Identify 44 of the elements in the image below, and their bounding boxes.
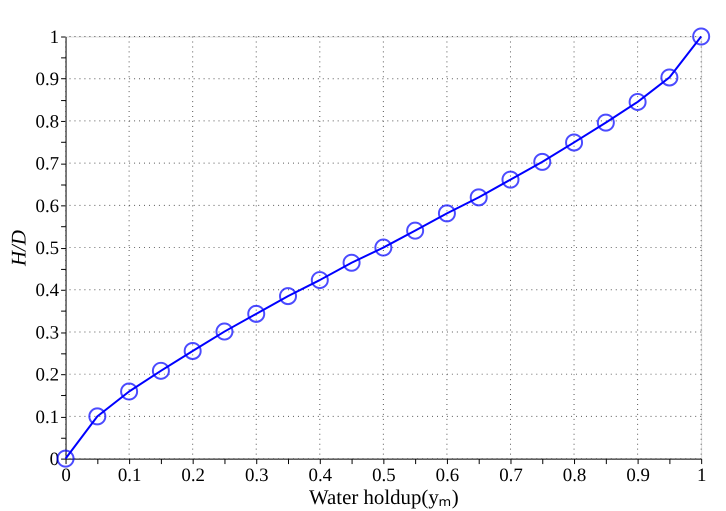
- x-tick-label: 0.5: [372, 464, 396, 486]
- point: [215, 322, 234, 341]
- y-tick-label: 0.9: [36, 69, 60, 90]
- x-tick-label: 0.1: [118, 464, 142, 486]
- x-tick-label: 0.2: [181, 464, 205, 486]
- point: [247, 304, 266, 323]
- point: [660, 68, 678, 86]
- point: [692, 28, 710, 46]
- point: [279, 287, 298, 306]
- y-tick-label: 0.6: [36, 196, 60, 217]
- y-tick-label: 1: [50, 26, 60, 48]
- point: [470, 188, 488, 206]
- x-tick-label: 0.3: [244, 464, 269, 486]
- point: [310, 271, 329, 290]
- x-tick-label: 1: [696, 464, 706, 486]
- point: [120, 382, 138, 400]
- y-tick-label: 0.1: [36, 406, 60, 428]
- point: [88, 407, 106, 426]
- point: [533, 152, 552, 171]
- point: [596, 114, 615, 132]
- point: [342, 254, 361, 272]
- y-tick-label: 0.8: [36, 111, 60, 132]
- x-tick-label: 0.8: [562, 464, 586, 486]
- y-tick-label: 0.2: [36, 364, 60, 386]
- point: [56, 450, 75, 468]
- y-tick-label: 0: [50, 449, 60, 470]
- x-tick-label: 0.4: [308, 464, 333, 486]
- point: [628, 92, 647, 111]
- y-tick-label: 0.4: [36, 280, 60, 302]
- point: [184, 342, 202, 360]
- x-tick-label: 0.7: [499, 464, 523, 486]
- point: [501, 170, 520, 189]
- point: [406, 222, 424, 240]
- point: [374, 238, 392, 257]
- x-axis-title: Water holdup(yₘ): [309, 484, 459, 509]
- point: [438, 204, 456, 222]
- y-tick-label: 0.3: [36, 322, 60, 344]
- y-tick-label: 0.7: [36, 154, 60, 175]
- y-axis-title: H/D: [6, 230, 31, 268]
- x-tick-label: 0.9: [626, 464, 650, 486]
- point: [152, 362, 170, 380]
- point: [565, 133, 584, 152]
- x-tick-label: 0.6: [436, 464, 460, 486]
- y-tick-label: 0.5: [36, 238, 60, 260]
